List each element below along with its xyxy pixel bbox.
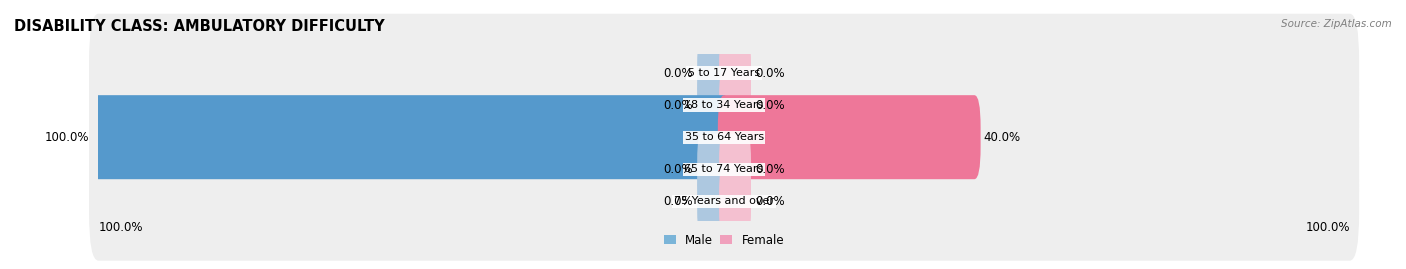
Text: 100.0%: 100.0% xyxy=(45,131,89,144)
Text: 0.0%: 0.0% xyxy=(664,99,693,112)
FancyBboxPatch shape xyxy=(89,78,1360,197)
Text: DISABILITY CLASS: AMBULATORY DIFFICULTY: DISABILITY CLASS: AMBULATORY DIFFICULTY xyxy=(14,19,385,34)
FancyBboxPatch shape xyxy=(93,95,730,179)
Text: 18 to 34 Years: 18 to 34 Years xyxy=(685,100,763,110)
FancyBboxPatch shape xyxy=(718,134,751,205)
Text: 0.0%: 0.0% xyxy=(755,163,785,176)
Text: 0.0%: 0.0% xyxy=(755,99,785,112)
FancyBboxPatch shape xyxy=(89,14,1360,132)
FancyBboxPatch shape xyxy=(718,69,751,141)
FancyBboxPatch shape xyxy=(697,69,730,141)
Text: 0.0%: 0.0% xyxy=(755,66,785,80)
Text: 35 to 64 Years: 35 to 64 Years xyxy=(685,132,763,142)
FancyBboxPatch shape xyxy=(718,95,980,179)
FancyBboxPatch shape xyxy=(697,134,730,205)
FancyBboxPatch shape xyxy=(89,110,1360,229)
Text: Source: ZipAtlas.com: Source: ZipAtlas.com xyxy=(1281,19,1392,29)
FancyBboxPatch shape xyxy=(89,46,1360,164)
FancyBboxPatch shape xyxy=(697,166,730,237)
FancyBboxPatch shape xyxy=(718,166,751,237)
Text: 40.0%: 40.0% xyxy=(984,131,1021,144)
Legend: Male, Female: Male, Female xyxy=(659,229,789,251)
Text: 100.0%: 100.0% xyxy=(98,221,143,233)
Text: 75 Years and over: 75 Years and over xyxy=(673,196,775,206)
Text: 0.0%: 0.0% xyxy=(664,195,693,208)
Text: 0.0%: 0.0% xyxy=(664,163,693,176)
Text: 5 to 17 Years: 5 to 17 Years xyxy=(688,68,761,78)
Text: 65 to 74 Years: 65 to 74 Years xyxy=(685,164,763,174)
Text: 0.0%: 0.0% xyxy=(664,66,693,80)
Text: 0.0%: 0.0% xyxy=(755,195,785,208)
Text: 100.0%: 100.0% xyxy=(1305,221,1350,233)
FancyBboxPatch shape xyxy=(697,37,730,109)
FancyBboxPatch shape xyxy=(89,142,1360,261)
FancyBboxPatch shape xyxy=(718,37,751,109)
